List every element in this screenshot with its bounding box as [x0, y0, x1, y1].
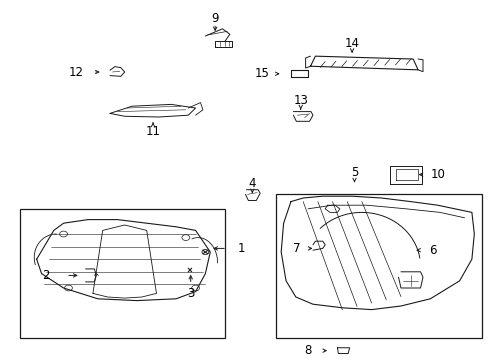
Text: 14: 14: [344, 37, 359, 50]
Bar: [276, 194, 481, 338]
Text: 5: 5: [350, 166, 358, 179]
Text: 10: 10: [429, 168, 444, 181]
Text: 9: 9: [211, 12, 219, 24]
Bar: [20, 209, 224, 338]
Text: 7: 7: [292, 242, 300, 255]
Text: 15: 15: [254, 67, 268, 80]
Text: 12: 12: [68, 66, 83, 78]
Text: 2: 2: [41, 269, 49, 282]
Text: 4: 4: [248, 177, 256, 190]
Text: 11: 11: [145, 125, 160, 138]
Text: 8: 8: [304, 344, 311, 357]
Text: 1: 1: [237, 242, 245, 255]
Text: 3: 3: [186, 287, 194, 300]
Text: 13: 13: [293, 94, 307, 107]
Text: 6: 6: [428, 244, 436, 257]
